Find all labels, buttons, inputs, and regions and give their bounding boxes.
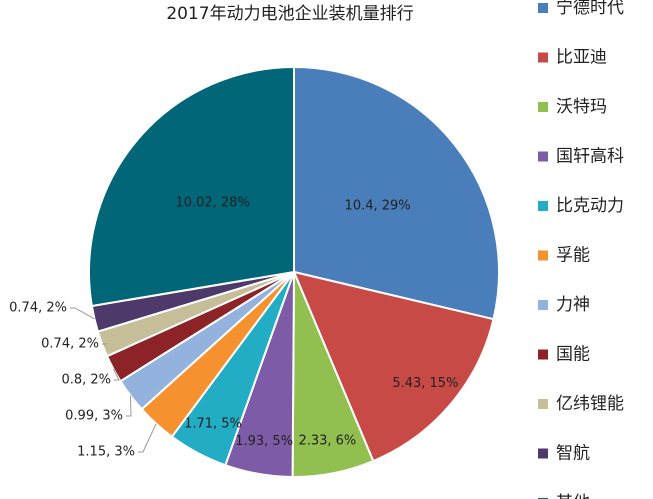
legend-swatch <box>538 448 548 459</box>
legend-swatch <box>538 102 548 112</box>
chart-title: 2017年动力电池企业装机量排行 <box>166 4 413 24</box>
leader-line <box>70 307 95 320</box>
data-label: 2.33, 6% <box>298 433 356 448</box>
pie-slice <box>292 270 495 463</box>
legend-text: 比亚迪 <box>556 48 607 68</box>
leader-line <box>112 368 120 381</box>
pie-slice <box>88 65 295 308</box>
pie-slice <box>293 65 500 321</box>
leader-line <box>126 395 132 417</box>
legend-text: 智航 <box>556 444 590 464</box>
legend-text: 比克动力 <box>556 196 624 216</box>
legend-swatch <box>538 52 548 63</box>
data-label: 10.02, 28% <box>175 196 249 211</box>
data-label: 1.71, 5% <box>184 416 242 431</box>
legend-text: 国轩高科 <box>556 147 624 167</box>
legend-swatch <box>538 201 548 211</box>
legend-text: 其他 <box>556 493 590 499</box>
data-label: 10.4, 29% <box>345 198 411 213</box>
data-label: 0.74, 2% <box>41 337 99 352</box>
legend-swatch <box>538 300 548 310</box>
legend-text: 国能 <box>556 345 590 365</box>
legend-swatch <box>538 399 548 409</box>
legend-text: 亿纬锂能 <box>556 394 624 414</box>
data-label: 0.74, 2% <box>9 301 67 316</box>
data-label: 0.8, 2% <box>61 373 111 388</box>
legend-swatch <box>538 349 548 360</box>
data-label: 5.43, 15% <box>392 376 458 391</box>
legend-swatch <box>538 151 548 162</box>
leader-line <box>138 423 157 453</box>
legend-text: 沃特玛 <box>556 97 607 117</box>
legend-text: 力神 <box>556 295 590 315</box>
data-label: 0.99, 3% <box>65 409 123 424</box>
data-label: 1.15, 3% <box>77 445 135 460</box>
legend-swatch <box>538 250 548 261</box>
legend-swatch <box>538 3 548 13</box>
data-label: 1.93, 5% <box>235 434 293 449</box>
legend-text: 宁德时代 <box>556 0 624 18</box>
legend-text: 孚能 <box>556 246 590 266</box>
